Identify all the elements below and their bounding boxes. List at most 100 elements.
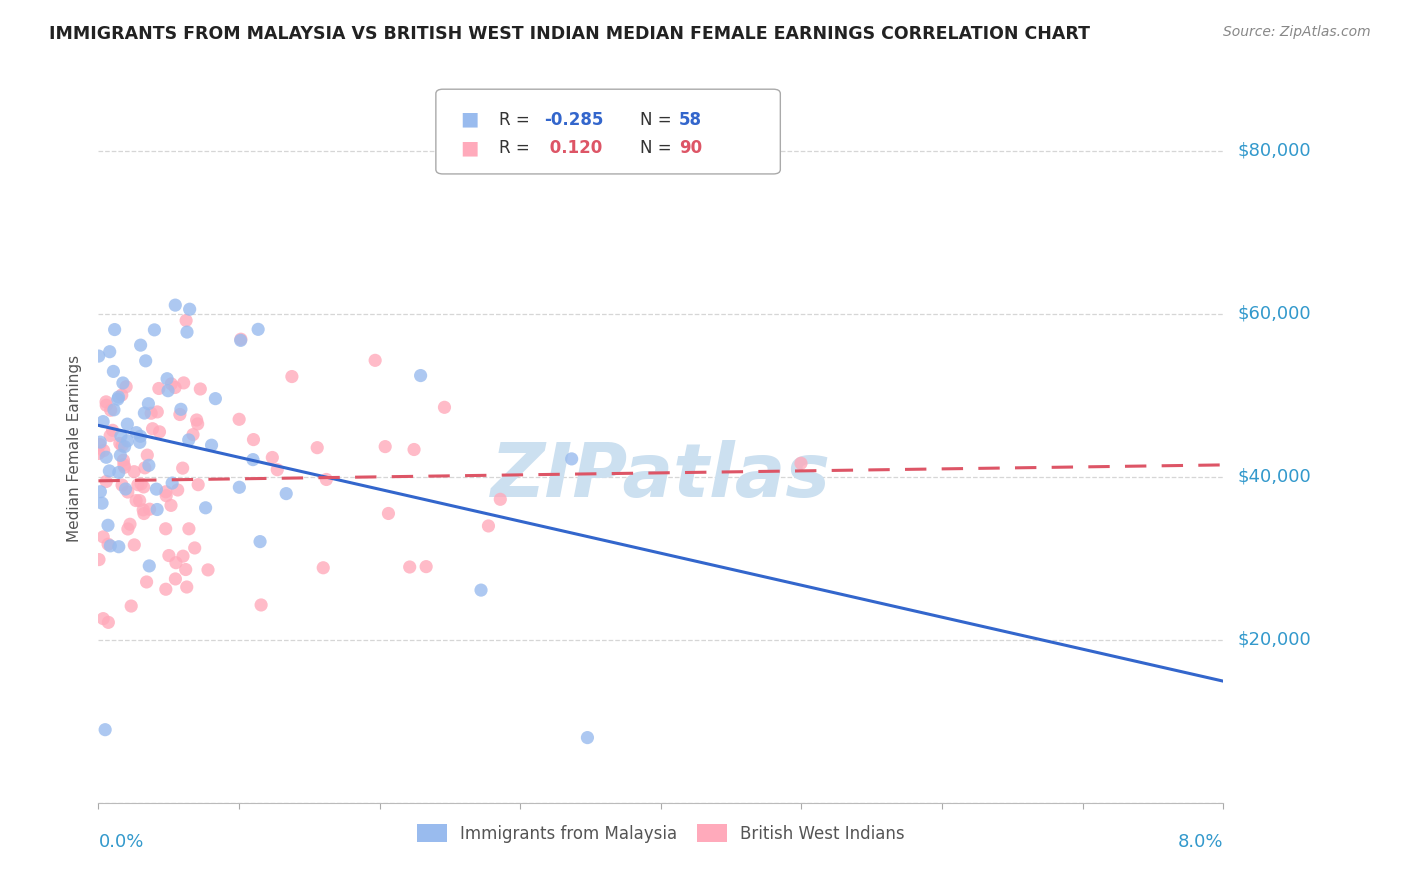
Point — [172, 549, 194, 564]
Point — [377, 507, 399, 521]
Point — [108, 436, 131, 450]
Point — [91, 530, 114, 544]
Point — [129, 477, 152, 491]
Point — [242, 433, 264, 447]
Point — [122, 465, 145, 479]
Point — [229, 332, 252, 346]
Text: 8.0%: 8.0% — [1178, 833, 1223, 851]
Point — [125, 493, 148, 508]
Point — [115, 380, 138, 394]
Point — [98, 464, 121, 478]
Text: $80,000: $80,000 — [1237, 142, 1310, 160]
Point — [188, 382, 211, 396]
Text: ■: ■ — [460, 110, 478, 128]
Text: ZIPatlas: ZIPatlas — [491, 440, 831, 513]
Text: N =: N = — [640, 139, 676, 157]
Point — [138, 458, 160, 473]
Point — [148, 382, 170, 396]
Point — [160, 376, 183, 391]
Point — [165, 572, 187, 586]
Text: 0.0%: 0.0% — [98, 833, 143, 851]
Point — [160, 499, 183, 513]
Point — [135, 574, 157, 589]
Point — [170, 402, 193, 417]
Point — [132, 503, 155, 517]
Point — [97, 518, 120, 533]
Point — [110, 429, 132, 443]
Point — [181, 427, 204, 442]
Point — [111, 388, 134, 402]
Point — [228, 412, 250, 426]
Point — [96, 398, 118, 412]
Point — [398, 560, 420, 574]
Point — [98, 539, 121, 553]
Point — [179, 302, 201, 317]
Point — [98, 428, 121, 442]
Point — [124, 538, 146, 552]
Point — [111, 376, 134, 390]
Point — [187, 477, 209, 491]
Point — [89, 435, 111, 450]
Point — [155, 582, 177, 597]
Point — [111, 439, 134, 453]
Point — [194, 500, 217, 515]
Point — [228, 480, 250, 494]
Text: ■: ■ — [460, 138, 478, 157]
Point — [112, 458, 135, 472]
Point — [173, 376, 195, 390]
Point — [177, 433, 200, 447]
Point — [176, 325, 198, 339]
Point — [94, 723, 117, 737]
Point — [576, 731, 599, 745]
Point — [200, 438, 222, 452]
Point — [790, 456, 813, 470]
Text: $40,000: $40,000 — [1237, 467, 1310, 486]
Point — [183, 541, 205, 555]
Point — [129, 429, 152, 443]
Point — [307, 441, 329, 455]
Point — [97, 537, 120, 551]
Point — [134, 460, 156, 475]
Point — [165, 380, 187, 394]
Point — [197, 563, 219, 577]
Point — [155, 484, 177, 499]
Point — [91, 415, 114, 429]
Point — [138, 558, 160, 573]
Point — [103, 402, 125, 417]
Point — [148, 425, 170, 439]
Point — [489, 492, 512, 507]
Point — [129, 338, 152, 352]
Point — [142, 422, 165, 436]
Point — [139, 406, 162, 420]
Point — [187, 417, 209, 431]
Point — [146, 502, 169, 516]
Text: 90: 90 — [679, 139, 702, 157]
Point — [165, 556, 187, 570]
Point — [114, 460, 136, 475]
Point — [120, 599, 142, 613]
Point — [110, 448, 132, 462]
Point — [136, 448, 159, 462]
Point — [117, 417, 139, 431]
Text: IMMIGRANTS FROM MALAYSIA VS BRITISH WEST INDIAN MEDIAN FEMALE EARNINGS CORRELATI: IMMIGRANTS FROM MALAYSIA VS BRITISH WEST… — [49, 25, 1090, 43]
Point — [165, 298, 187, 312]
Point — [315, 473, 337, 487]
Point — [262, 450, 284, 465]
Point — [127, 477, 149, 491]
Point — [118, 517, 141, 532]
Point — [249, 534, 271, 549]
Point — [155, 522, 177, 536]
Point — [91, 612, 114, 626]
Point — [94, 394, 117, 409]
Point — [402, 442, 425, 457]
Point — [114, 482, 136, 496]
Point — [276, 486, 298, 500]
Point — [174, 313, 197, 327]
Point — [146, 405, 169, 419]
Point — [166, 483, 188, 497]
Point — [174, 562, 197, 576]
Point — [145, 482, 167, 496]
Point — [111, 478, 134, 492]
Point — [477, 519, 499, 533]
Point — [132, 507, 155, 521]
